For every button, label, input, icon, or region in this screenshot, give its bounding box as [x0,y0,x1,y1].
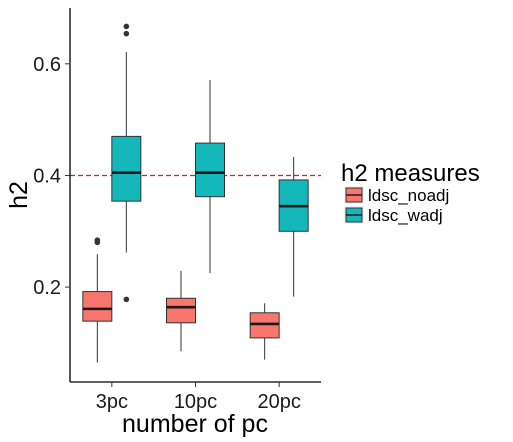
y-tick-label: 0.2 [33,277,61,299]
outlier-point [123,30,130,37]
x-axis-title: number of pc [122,410,268,438]
box-ldsc_wadj-10pc [195,80,225,274]
outlier-point [123,23,130,30]
box-ldsc_wadj-3pc [111,23,142,303]
x-ticks: 3pc 10pc 20pc [96,382,301,413]
box-body [195,142,225,198]
y-tick-label: 0.4 [33,165,61,187]
y-tick-label: 0.6 [33,54,61,76]
box-body [249,312,280,339]
box-ldsc_wadj-20pc [278,157,309,297]
outlier-point [94,237,101,244]
y-ticks: 0.2 0.4 0.6 [33,54,70,299]
legend-item-ldsc_wadj: ldsc_wadj [344,206,443,225]
plot-area [70,23,321,363]
box-body [166,297,196,324]
box-ldsc_noadj-20pc [249,303,280,360]
y-axis-title: h2 [5,181,33,209]
outlier-point [123,296,130,303]
legend-title: h2 measures [341,160,480,187]
legend-label: ldsc_wadj [368,206,443,225]
x-tick-label: 3pc [96,391,128,413]
box-ldsc_noadj-10pc [166,270,196,352]
legend-item-ldsc_noadj: ldsc_noadj [344,186,449,205]
x-tick-label: 20pc [257,391,300,413]
box-body [111,135,142,202]
x-tick-label: 10pc [174,391,217,413]
legend-label: ldsc_noadj [368,186,449,205]
box-body [82,291,113,322]
box-ldsc_noadj-3pc [82,237,113,363]
